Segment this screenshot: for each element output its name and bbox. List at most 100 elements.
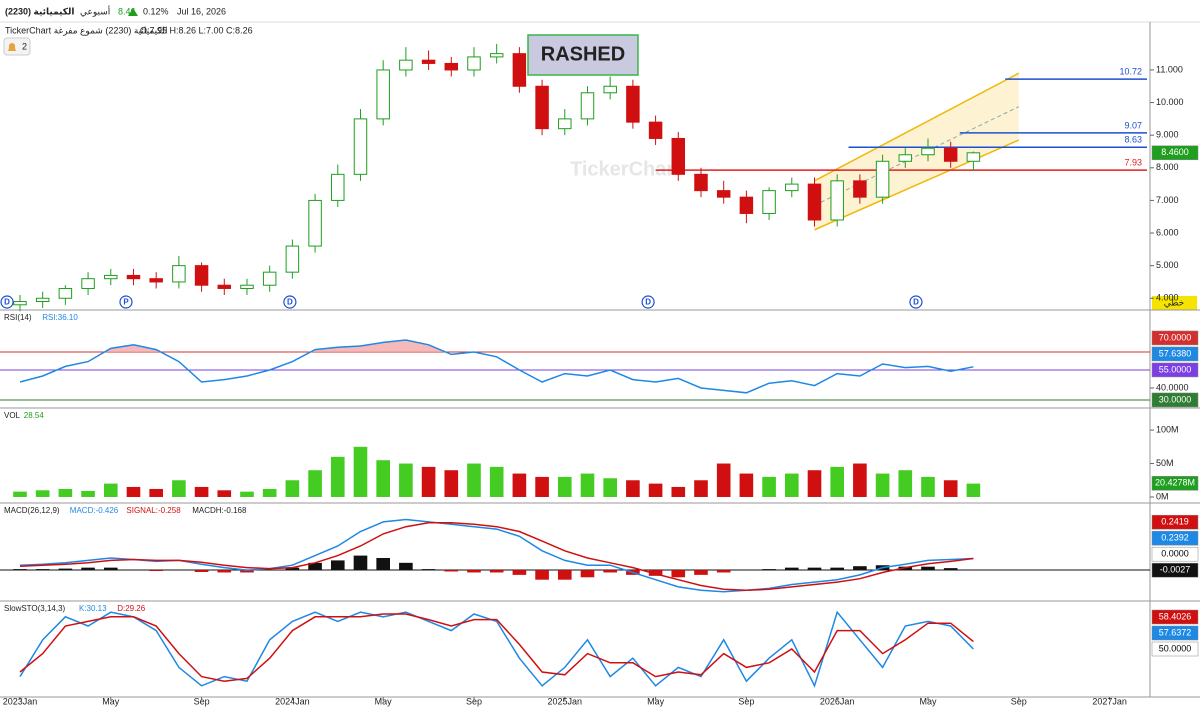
volume-bar	[512, 473, 527, 497]
histogram-bar	[512, 570, 527, 575]
candle-body	[853, 180, 867, 198]
candle-body	[308, 199, 322, 247]
volume-bar	[421, 466, 436, 497]
legend: TickerChart الكيميائية (2230) شموع مفرغة	[5, 25, 168, 35]
value-tag	[1151, 546, 1199, 562]
y-tick-label: 10.000	[1156, 97, 1184, 107]
candle-body	[512, 53, 527, 87]
histogram-bar	[13, 569, 27, 571]
value-tag	[1151, 625, 1199, 641]
candle-body	[762, 190, 776, 214]
volume-bar	[444, 470, 459, 497]
value-tag	[1151, 362, 1199, 378]
volume-bar	[353, 446, 368, 497]
value-tag-label: 57.6372	[1159, 627, 1192, 637]
volume-bar	[648, 483, 663, 497]
y-tick-label: 50M	[1156, 458, 1174, 468]
channel-upper	[814, 72, 1020, 182]
value-tag-label: 0.0000	[1161, 549, 1189, 559]
level-label: 9.07	[1124, 120, 1142, 130]
volume-bar	[898, 470, 913, 497]
bell-icon	[8, 43, 16, 51]
alerts-count: 2	[22, 41, 27, 51]
volume-bar	[807, 470, 822, 497]
histogram-bar	[648, 570, 663, 576]
histogram-bar	[671, 570, 686, 578]
histogram-bar	[603, 570, 617, 573]
candle-body	[898, 154, 913, 162]
candle-body	[421, 59, 436, 64]
y-tick-label: 7.000	[1156, 195, 1179, 205]
volume-bar	[194, 486, 209, 497]
candle-body	[444, 62, 459, 71]
histogram-bar	[421, 569, 436, 571]
period: أسبوعي	[80, 5, 110, 16]
volume-bar	[784, 473, 799, 497]
histogram-bar	[194, 570, 209, 572]
histogram-bar	[308, 562, 322, 571]
value-tag	[1151, 609, 1199, 625]
indicator-label: 28.54	[24, 411, 45, 420]
histogram-bar	[376, 558, 390, 571]
candle-body	[240, 284, 254, 289]
volume-bar	[240, 491, 254, 497]
candle-body	[785, 183, 799, 192]
candle-body	[331, 173, 345, 201]
histogram-bar	[35, 569, 50, 571]
x-tick-label: May	[102, 696, 120, 706]
volume-bar	[921, 476, 935, 497]
event-label: D	[913, 298, 919, 307]
value-tag-label: 57.6380	[1159, 348, 1192, 358]
overbought-fill	[104, 340, 446, 352]
histogram-bar	[444, 570, 459, 572]
channel-mid	[814, 106, 1020, 206]
candle-body	[35, 297, 50, 303]
candle-body	[694, 173, 708, 192]
candle-body	[217, 284, 232, 289]
histogram-bar	[240, 570, 254, 573]
candle-body	[921, 147, 935, 156]
event-marker	[0, 295, 14, 309]
candle-body	[739, 196, 754, 214]
candle-body	[875, 160, 890, 198]
x-tick-label: May	[375, 696, 393, 706]
histogram-bar	[399, 562, 413, 571]
volume-bar	[489, 466, 504, 497]
x-tick-label: 2026Jan	[820, 696, 855, 706]
candle-body	[353, 118, 368, 175]
channel-lower	[814, 139, 1020, 231]
volume-bar	[694, 480, 708, 497]
value-tag-label: 0.2392	[1161, 533, 1189, 543]
histogram-bar	[784, 567, 799, 571]
candle-body	[626, 85, 640, 123]
value-tag	[1151, 476, 1199, 491]
histogram-bar	[943, 568, 958, 571]
candle-body	[194, 265, 209, 286]
candle-body	[966, 152, 981, 162]
indicator-label: MACDH:-0.168	[192, 506, 247, 515]
volume-bar	[13, 491, 27, 497]
histogram-bar	[217, 570, 232, 573]
volume-bar	[285, 480, 300, 497]
candle-body	[489, 53, 504, 58]
chart-style-button[interactable]	[1152, 296, 1197, 310]
change: 0.12%	[143, 6, 169, 16]
indicator-label: SIGNAL:-0.258	[126, 506, 181, 515]
value-tag-label: 70.0000	[1159, 332, 1192, 342]
candle-body	[580, 92, 595, 120]
histogram-bar	[149, 570, 163, 572]
candle-body	[126, 274, 141, 280]
y-tick-label: 4.000	[1156, 293, 1179, 303]
indicator-label: MACD:-0.426	[70, 506, 119, 515]
histogram-bar	[762, 569, 776, 571]
volume-bar	[126, 486, 141, 497]
event-marker	[641, 295, 655, 309]
value-tag	[1151, 392, 1199, 408]
level-label: 10.72	[1119, 66, 1142, 76]
histogram-bar	[580, 570, 595, 578]
candle-body	[81, 278, 95, 289]
candle-body	[467, 56, 481, 71]
event-label: D	[645, 298, 651, 307]
